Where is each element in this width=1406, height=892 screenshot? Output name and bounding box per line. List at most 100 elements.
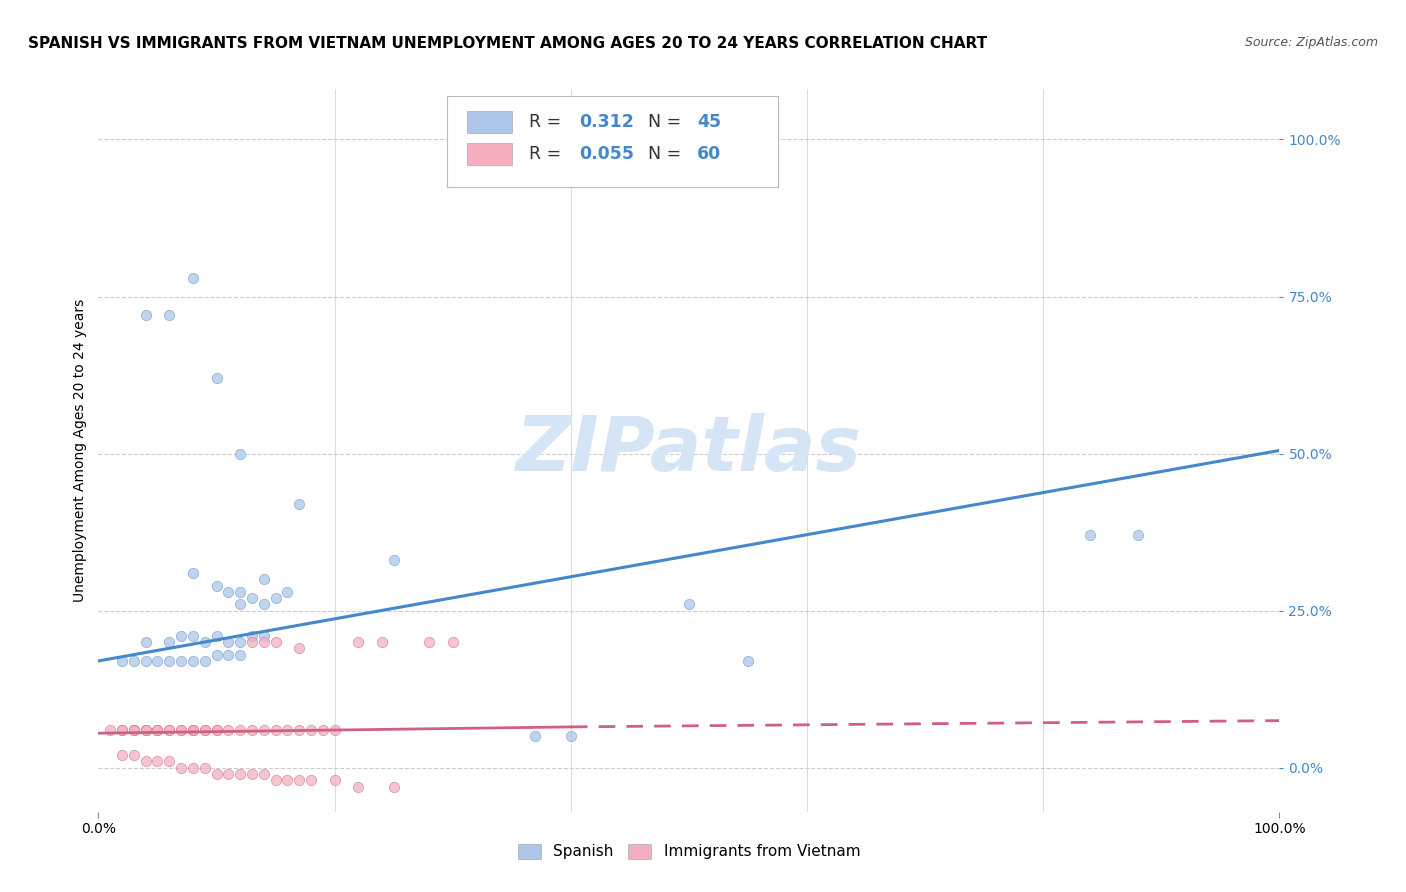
Point xyxy=(737,654,759,668)
Point xyxy=(418,635,440,649)
Point xyxy=(170,723,193,737)
Point xyxy=(157,635,180,649)
Point xyxy=(253,572,276,586)
Point xyxy=(98,723,121,737)
Point xyxy=(170,629,193,643)
Point xyxy=(170,654,193,668)
Point xyxy=(217,648,239,662)
Point xyxy=(240,629,263,643)
FancyBboxPatch shape xyxy=(467,144,512,165)
Point xyxy=(299,773,322,788)
Point xyxy=(253,723,276,737)
Point xyxy=(181,761,204,775)
Point xyxy=(181,723,204,737)
Point xyxy=(371,635,394,649)
Point xyxy=(157,755,180,769)
Point xyxy=(205,767,228,781)
Point xyxy=(157,654,180,668)
Point xyxy=(229,598,252,612)
Point xyxy=(181,629,204,643)
Point xyxy=(240,635,263,649)
Point xyxy=(170,723,193,737)
Text: ZIPatlas: ZIPatlas xyxy=(516,414,862,487)
Point xyxy=(299,723,322,737)
Point xyxy=(111,654,134,668)
Point xyxy=(524,729,547,743)
Point xyxy=(240,723,263,737)
Point xyxy=(135,755,157,769)
Point xyxy=(678,598,700,612)
Point xyxy=(194,761,217,775)
Point xyxy=(146,723,169,737)
Point xyxy=(229,723,252,737)
Point xyxy=(288,497,311,511)
Point xyxy=(560,729,582,743)
Point xyxy=(205,723,228,737)
Point xyxy=(135,309,157,323)
Point xyxy=(312,723,335,737)
Point xyxy=(122,723,145,737)
Point xyxy=(205,648,228,662)
Point xyxy=(111,748,134,763)
Point xyxy=(347,780,370,794)
Point xyxy=(240,591,263,606)
FancyBboxPatch shape xyxy=(467,111,512,133)
Text: 0.055: 0.055 xyxy=(579,145,634,163)
Point xyxy=(276,773,298,788)
Y-axis label: Unemployment Among Ages 20 to 24 years: Unemployment Among Ages 20 to 24 years xyxy=(73,299,87,602)
Text: N =: N = xyxy=(648,112,686,131)
Point xyxy=(181,654,204,668)
Point xyxy=(347,635,370,649)
Point xyxy=(135,723,157,737)
Point xyxy=(135,723,157,737)
Point xyxy=(323,773,346,788)
Point xyxy=(181,723,204,737)
Point xyxy=(111,723,134,737)
Point xyxy=(382,553,405,567)
Point xyxy=(1080,528,1102,542)
Point xyxy=(181,566,204,580)
Text: R =: R = xyxy=(530,112,567,131)
Point xyxy=(122,748,145,763)
Point xyxy=(135,654,157,668)
Point xyxy=(157,723,180,737)
Point xyxy=(264,773,287,788)
Point xyxy=(194,723,217,737)
Point xyxy=(205,371,228,385)
Point xyxy=(135,723,157,737)
Point xyxy=(217,584,239,599)
Point xyxy=(1126,528,1149,542)
Point xyxy=(122,654,145,668)
Point xyxy=(264,635,287,649)
Point xyxy=(194,723,217,737)
Point xyxy=(181,723,204,737)
Point xyxy=(217,635,239,649)
Point xyxy=(122,723,145,737)
Point xyxy=(229,584,252,599)
Text: 60: 60 xyxy=(697,145,721,163)
Text: 0.312: 0.312 xyxy=(579,112,634,131)
Point xyxy=(194,635,217,649)
Point xyxy=(146,755,169,769)
Point xyxy=(276,723,298,737)
Point xyxy=(253,598,276,612)
Point xyxy=(288,773,311,788)
Point xyxy=(157,309,180,323)
Point xyxy=(264,723,287,737)
Point xyxy=(264,591,287,606)
Text: SPANISH VS IMMIGRANTS FROM VIETNAM UNEMPLOYMENT AMONG AGES 20 TO 24 YEARS CORREL: SPANISH VS IMMIGRANTS FROM VIETNAM UNEMP… xyxy=(28,36,987,51)
Point xyxy=(194,654,217,668)
Point xyxy=(146,723,169,737)
Point xyxy=(157,723,180,737)
Text: Source: ZipAtlas.com: Source: ZipAtlas.com xyxy=(1244,36,1378,49)
Point xyxy=(205,723,228,737)
Point xyxy=(229,447,252,461)
Point xyxy=(288,641,311,656)
Point xyxy=(253,635,276,649)
Point xyxy=(229,648,252,662)
Point xyxy=(205,629,228,643)
Point xyxy=(111,723,134,737)
Point xyxy=(229,767,252,781)
Point xyxy=(146,654,169,668)
Point xyxy=(276,584,298,599)
